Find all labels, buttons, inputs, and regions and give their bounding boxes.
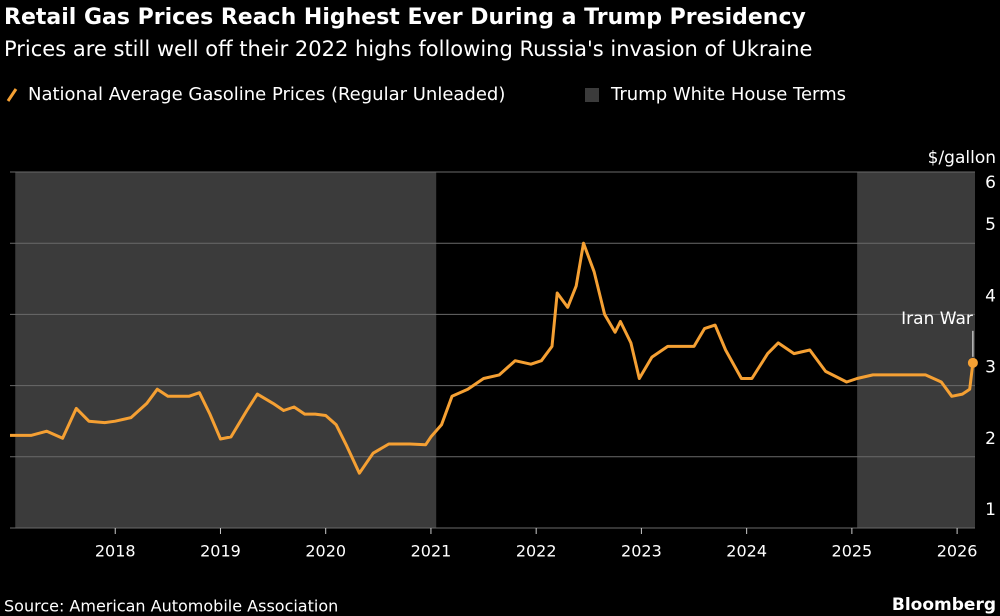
- x-tick-label: 2019: [200, 542, 241, 561]
- x-tick-label: 2023: [621, 542, 662, 561]
- x-tick-label: 2026: [937, 542, 978, 561]
- y-axis-label: $/gallon: [928, 148, 996, 168]
- legend-swatch: [585, 88, 599, 102]
- brand: Bloomberg: [892, 595, 996, 615]
- source: Source: American Automobile Association: [4, 597, 338, 616]
- line: [10, 241, 975, 475]
- x-tick-label: 2024: [726, 542, 767, 561]
- x-tick-label: 2022: [516, 542, 557, 561]
- chart-subtitle: Prices are still well off their 2022 hig…: [4, 37, 812, 61]
- annotation: Iran War: [901, 309, 973, 329]
- x-tick-label: 2021: [411, 542, 452, 561]
- y-tick-label: 4: [985, 286, 996, 306]
- end-point: [967, 357, 978, 368]
- y-tick-label: 3: [985, 358, 996, 378]
- x-tick-label: 2025: [832, 542, 873, 561]
- x-tick-label: 2018: [95, 542, 136, 561]
- legend-label: Trump White House Terms: [610, 84, 846, 105]
- shaded-period: [857, 172, 975, 528]
- chart-title: Retail Gas Prices Reach Highest Ever Dur…: [4, 5, 806, 30]
- y-tick-label: 1: [985, 500, 996, 520]
- y-tick-label: 2: [985, 429, 996, 449]
- y-tick-label: 6: [985, 173, 996, 193]
- legend-swatch: [6, 88, 18, 102]
- legend-label: National Average Gasoline Prices (Regula…: [28, 84, 505, 105]
- x-tick-label: 2020: [305, 542, 346, 561]
- shaded-period: [15, 172, 437, 528]
- y-tick-label: 5: [985, 215, 996, 235]
